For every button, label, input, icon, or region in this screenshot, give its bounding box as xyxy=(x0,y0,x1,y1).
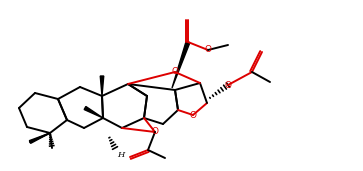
Polygon shape xyxy=(172,41,190,88)
Text: O: O xyxy=(204,45,212,55)
Text: H: H xyxy=(117,151,124,159)
Text: O: O xyxy=(151,128,159,136)
Text: O: O xyxy=(171,68,179,76)
Text: O: O xyxy=(189,110,196,120)
Text: O: O xyxy=(224,81,232,89)
Polygon shape xyxy=(84,107,103,118)
Polygon shape xyxy=(100,76,104,96)
Polygon shape xyxy=(29,133,50,143)
